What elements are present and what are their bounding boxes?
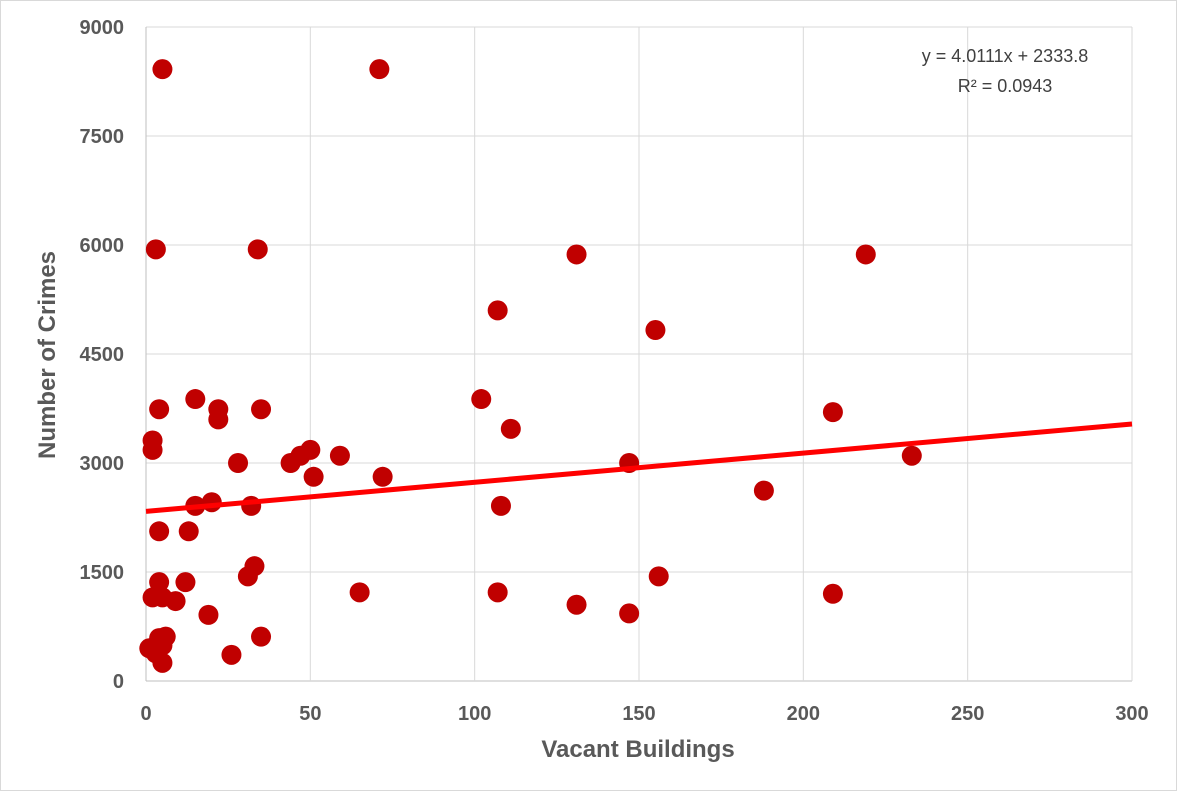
data-point: [349, 582, 370, 603]
x-axis-title: Vacant Buildings: [541, 736, 734, 763]
data-point: [237, 566, 258, 587]
data-point: [178, 521, 199, 542]
data-point: [165, 591, 186, 612]
x-tick-label: 250: [951, 703, 984, 725]
x-tick-label: 300: [1115, 703, 1148, 725]
data-point: [329, 445, 350, 466]
data-point: [822, 583, 843, 604]
data-point: [901, 445, 922, 466]
data-points: [139, 59, 922, 673]
data-point: [487, 300, 508, 321]
trendline: [145, 421, 1133, 514]
y-axis-tick-labels: 0 1500 3000 4500 6000 7500 9000: [80, 17, 125, 693]
data-point: [753, 480, 774, 501]
y-tick-label: 0: [113, 671, 124, 693]
data-point: [303, 466, 324, 487]
data-point: [149, 572, 170, 593]
data-point: [247, 239, 268, 260]
y-tick-label: 9000: [80, 17, 125, 39]
data-point: [145, 239, 166, 260]
x-tick-label: 150: [622, 703, 655, 725]
data-point: [619, 603, 640, 624]
data-point: [152, 652, 173, 673]
y-tick-label: 3000: [80, 453, 125, 475]
trendline-equation: y = 4.0111x + 2333.8: [922, 46, 1088, 66]
data-point: [566, 244, 587, 265]
data-point: [251, 399, 272, 420]
data-point: [221, 644, 242, 665]
data-point: [175, 572, 196, 593]
y-tick-label: 4500: [80, 344, 125, 366]
data-point: [185, 389, 206, 410]
data-point: [822, 402, 843, 423]
gridlines: [145, 26, 1133, 682]
y-axis-title: Number of Crimes: [34, 251, 61, 459]
data-point: [471, 389, 492, 410]
data-point: [490, 495, 511, 516]
y-tick-label: 7500: [80, 126, 125, 148]
data-point: [648, 566, 669, 587]
data-point: [228, 453, 249, 473]
data-point: [241, 495, 262, 516]
x-tick-label: 200: [787, 703, 820, 725]
data-point: [855, 244, 876, 265]
data-point: [142, 439, 163, 460]
data-point: [566, 594, 587, 615]
data-point: [372, 466, 393, 487]
data-point: [280, 453, 301, 473]
x-axis-tick-labels: 0 50 100 150 200 250 300: [140, 703, 1148, 725]
data-point: [198, 604, 219, 625]
x-tick-label: 0: [140, 703, 151, 725]
data-point: [149, 521, 170, 542]
data-point: [208, 409, 229, 430]
trendline-r-squared: R² = 0.0943: [958, 76, 1053, 96]
y-tick-label: 6000: [80, 235, 125, 257]
x-tick-label: 100: [458, 703, 491, 725]
data-point: [152, 59, 173, 80]
data-point: [369, 59, 390, 80]
x-tick-label: 50: [299, 703, 321, 725]
data-point: [251, 626, 272, 647]
y-tick-label: 1500: [80, 562, 125, 584]
data-point: [645, 320, 666, 341]
data-point: [500, 418, 521, 439]
data-point: [201, 492, 222, 513]
data-point: [149, 399, 170, 420]
data-point: [487, 582, 508, 603]
